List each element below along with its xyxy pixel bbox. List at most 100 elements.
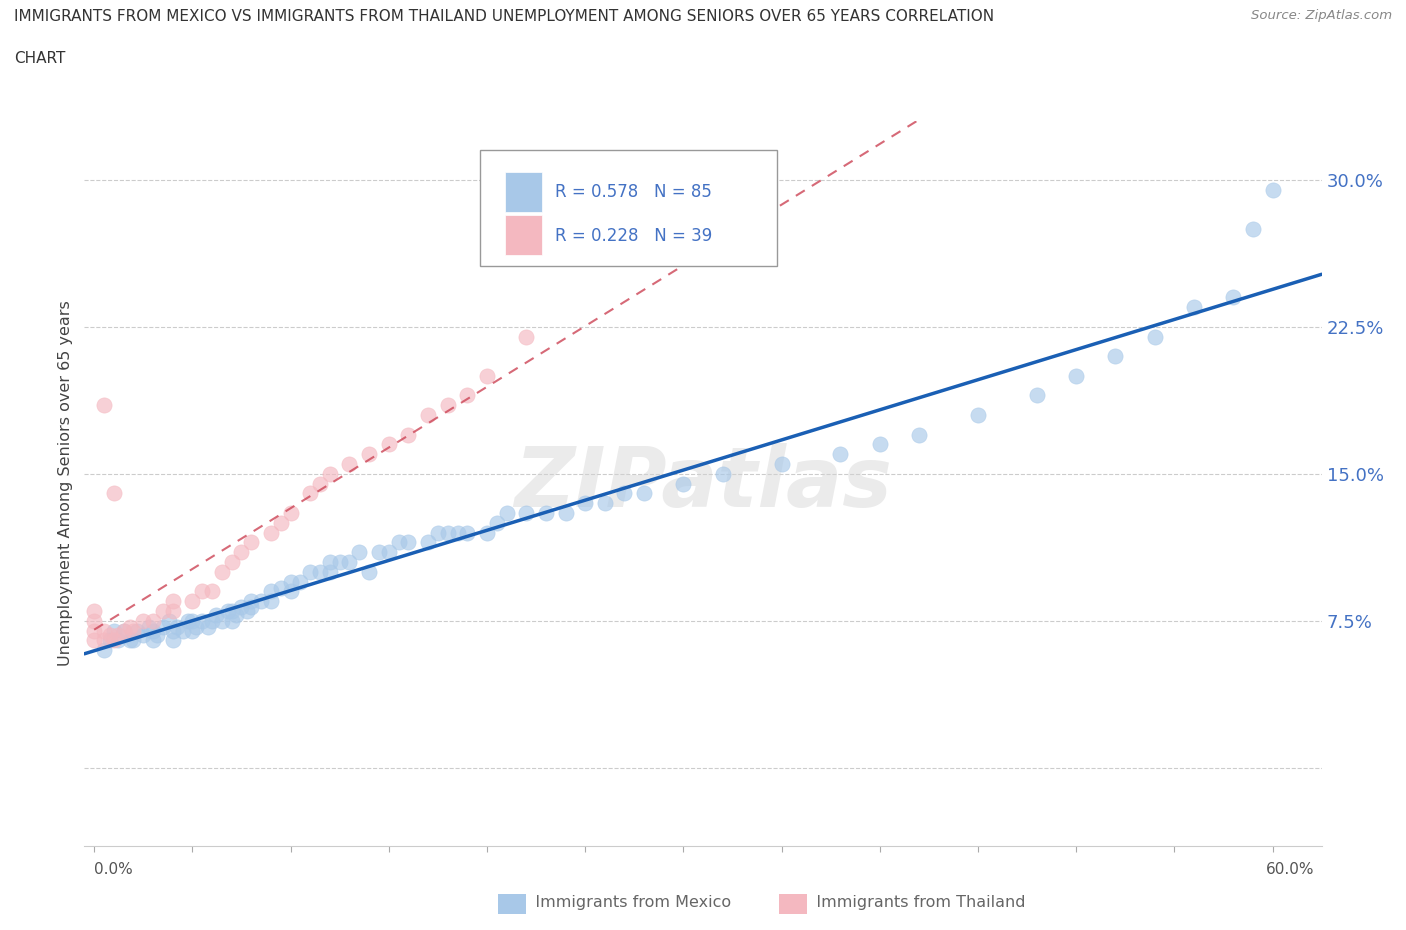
Point [456,388,478,403]
Point [319,554,342,569]
Point [138,619,160,634]
Point [359,565,381,579]
Point [103,486,125,501]
Point [122,633,145,648]
Point [270,580,292,595]
Point [299,486,322,501]
Point [107,627,129,642]
Point [329,554,352,569]
Point [613,486,636,501]
Point [152,619,174,634]
Point [495,506,517,521]
Point [83,604,105,618]
Point [162,633,184,648]
Point [240,600,263,615]
Point [205,607,228,622]
Point [181,593,204,608]
Point [177,614,200,629]
Point [515,506,537,521]
Point [446,525,468,540]
Point [368,545,391,560]
Point [127,623,149,638]
Point [378,545,401,560]
Point [1064,368,1087,383]
Point [319,565,342,579]
Point [426,525,449,540]
Point [221,554,243,569]
Point [436,398,458,413]
Point [83,623,105,638]
Point [93,398,115,413]
Point [339,554,361,569]
Point [309,565,332,579]
Text: 60.0%: 60.0% [1267,862,1315,877]
Point [217,604,239,618]
Text: R = 0.228   N = 39: R = 0.228 N = 39 [554,227,711,245]
Point [181,623,204,638]
Point [166,619,188,634]
Point [132,614,155,629]
Point [225,607,247,622]
Point [211,614,233,629]
Point [436,525,458,540]
Point [83,614,105,629]
Point [830,446,852,461]
Point [299,565,322,579]
Point [152,604,174,618]
Point [475,525,498,540]
Point [93,643,115,658]
FancyBboxPatch shape [481,150,778,266]
Point [231,600,253,615]
Point [132,627,155,642]
Point [359,446,381,461]
Point [142,614,165,629]
Point [112,623,135,638]
Point [319,466,342,481]
Point [280,574,302,589]
Point [142,633,165,648]
Text: Immigrants from Thailand: Immigrants from Thailand [801,895,1026,910]
Point [1261,182,1284,197]
Point [146,627,169,642]
Point [157,614,180,629]
Point [122,623,145,638]
Point [485,515,508,530]
Point [309,476,332,491]
Point [593,496,616,511]
Point [908,427,931,442]
Point [118,633,141,648]
Point [98,627,121,642]
Point [387,535,409,550]
Point [770,457,793,472]
Point [475,368,498,383]
Point [672,476,695,491]
Point [1241,221,1264,236]
Point [416,535,439,550]
Point [416,407,439,422]
Point [280,506,302,521]
Point [1182,299,1205,314]
Point [240,535,263,550]
Point [396,535,419,550]
Text: R = 0.578   N = 85: R = 0.578 N = 85 [554,183,711,201]
Text: ZIPatlas: ZIPatlas [515,443,891,525]
Point [534,506,557,521]
Point [112,623,135,638]
Point [456,525,478,540]
Point [1222,290,1244,305]
Point [260,525,283,540]
Point [211,565,233,579]
Text: 0.0%: 0.0% [94,862,134,877]
Point [172,623,194,638]
Point [186,619,208,634]
Point [162,604,184,618]
Point [162,623,184,638]
Point [633,486,655,501]
Point [191,584,214,599]
Point [1025,388,1047,403]
Point [396,427,419,442]
Point [1104,349,1126,364]
Text: CHART: CHART [14,51,66,66]
Point [191,614,214,629]
Point [201,584,224,599]
